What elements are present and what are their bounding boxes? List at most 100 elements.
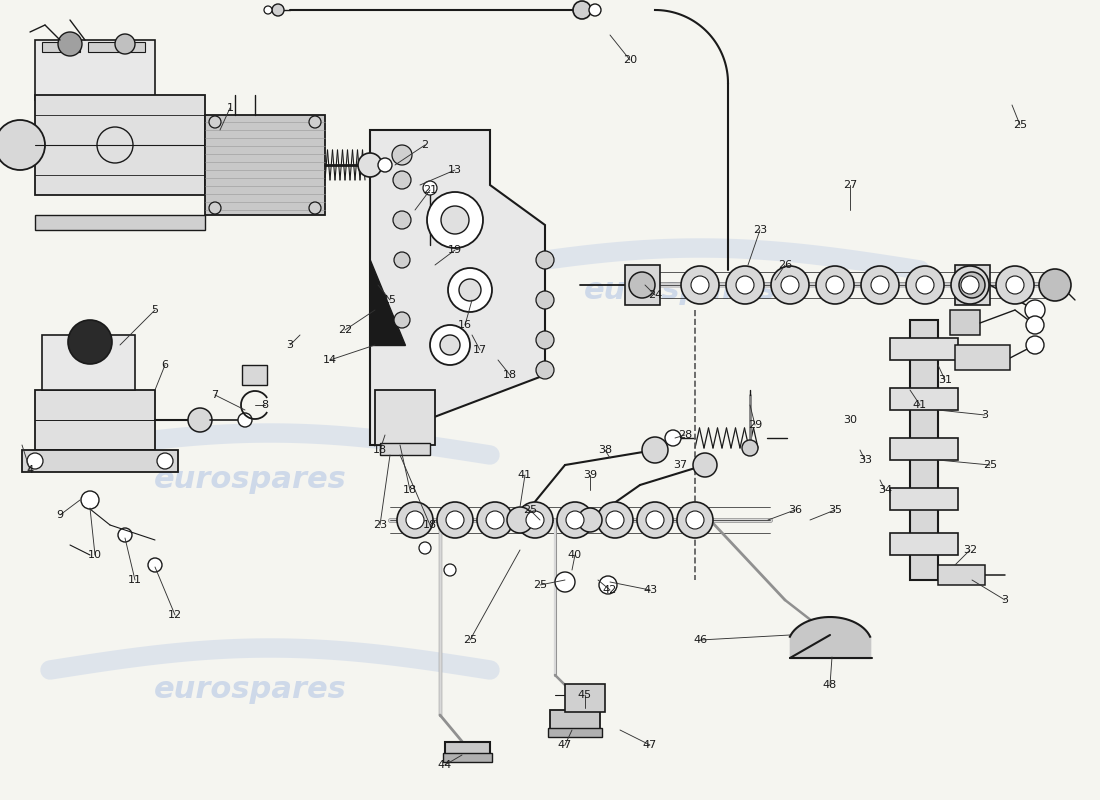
Polygon shape [955, 265, 990, 305]
Circle shape [209, 202, 221, 214]
Text: 11: 11 [128, 575, 142, 585]
Circle shape [459, 279, 481, 301]
Polygon shape [443, 753, 492, 762]
Text: 1: 1 [227, 103, 233, 113]
Circle shape [157, 453, 173, 469]
Circle shape [676, 502, 713, 538]
Circle shape [1026, 336, 1044, 354]
Circle shape [861, 266, 899, 304]
Text: eurospares: eurospares [584, 275, 777, 305]
Circle shape [427, 192, 483, 248]
Text: eurospares: eurospares [154, 466, 346, 494]
Text: 5: 5 [152, 305, 158, 315]
Text: 33: 33 [858, 455, 872, 465]
Circle shape [58, 32, 82, 56]
Text: 23: 23 [752, 225, 767, 235]
Circle shape [118, 528, 132, 542]
Circle shape [742, 440, 758, 456]
Text: 8: 8 [262, 400, 268, 410]
Text: 25: 25 [1013, 120, 1027, 130]
Text: 4: 4 [26, 465, 34, 475]
Circle shape [264, 6, 272, 14]
Polygon shape [22, 450, 178, 472]
Circle shape [526, 511, 544, 529]
Text: 20: 20 [623, 55, 637, 65]
Circle shape [686, 511, 704, 529]
Circle shape [81, 491, 99, 509]
Text: 44: 44 [438, 760, 452, 770]
Polygon shape [35, 215, 205, 230]
Polygon shape [42, 42, 80, 52]
Circle shape [397, 502, 433, 538]
Circle shape [588, 4, 601, 16]
Circle shape [272, 4, 284, 16]
Text: 26: 26 [778, 260, 792, 270]
Text: 9: 9 [56, 510, 64, 520]
Circle shape [826, 276, 844, 294]
Circle shape [952, 266, 989, 304]
Circle shape [681, 266, 719, 304]
Circle shape [871, 276, 889, 294]
Circle shape [736, 276, 754, 294]
Circle shape [517, 502, 553, 538]
Polygon shape [446, 742, 490, 755]
Circle shape [444, 564, 456, 576]
Polygon shape [550, 710, 600, 730]
Text: 3: 3 [1001, 595, 1009, 605]
Circle shape [28, 453, 43, 469]
Polygon shape [370, 130, 544, 445]
Polygon shape [370, 260, 405, 345]
Text: 17: 17 [473, 345, 487, 355]
Text: 36: 36 [788, 505, 802, 515]
Polygon shape [955, 345, 1010, 370]
Text: 2: 2 [421, 140, 429, 150]
Circle shape [1006, 276, 1024, 294]
Circle shape [441, 206, 469, 234]
Circle shape [573, 1, 591, 19]
Text: 38: 38 [598, 445, 612, 455]
Circle shape [556, 572, 575, 592]
Text: 47: 47 [558, 740, 572, 750]
Polygon shape [35, 390, 155, 450]
Text: 7: 7 [211, 390, 219, 400]
Text: 35: 35 [828, 505, 842, 515]
Circle shape [1026, 316, 1044, 334]
Circle shape [948, 568, 962, 582]
Circle shape [771, 266, 808, 304]
Bar [910, 320, 938, 580]
Circle shape [392, 145, 412, 165]
Circle shape [578, 508, 602, 532]
Circle shape [116, 34, 135, 54]
Circle shape [536, 331, 554, 349]
Polygon shape [950, 310, 980, 335]
Circle shape [637, 502, 673, 538]
Text: 18: 18 [403, 485, 417, 495]
Text: 39: 39 [583, 470, 597, 480]
Polygon shape [88, 42, 145, 52]
Text: 47: 47 [642, 740, 657, 750]
Circle shape [816, 266, 854, 304]
Polygon shape [42, 335, 135, 390]
Circle shape [378, 158, 392, 172]
Bar [890, 438, 958, 460]
Text: 27: 27 [843, 180, 857, 190]
Circle shape [536, 291, 554, 309]
Circle shape [209, 116, 221, 128]
Circle shape [477, 502, 513, 538]
Polygon shape [625, 265, 660, 305]
Circle shape [448, 268, 492, 312]
Circle shape [68, 320, 112, 364]
Text: 3: 3 [981, 410, 989, 420]
Text: 41: 41 [913, 400, 927, 410]
Bar [375, 390, 434, 445]
Circle shape [1040, 269, 1071, 301]
Circle shape [597, 502, 632, 538]
Circle shape [959, 272, 985, 298]
Circle shape [437, 502, 473, 538]
Circle shape [781, 276, 799, 294]
Text: 3: 3 [286, 340, 294, 350]
Text: 40: 40 [568, 550, 582, 560]
Circle shape [309, 202, 321, 214]
Text: 32: 32 [962, 545, 977, 555]
Circle shape [394, 252, 410, 268]
